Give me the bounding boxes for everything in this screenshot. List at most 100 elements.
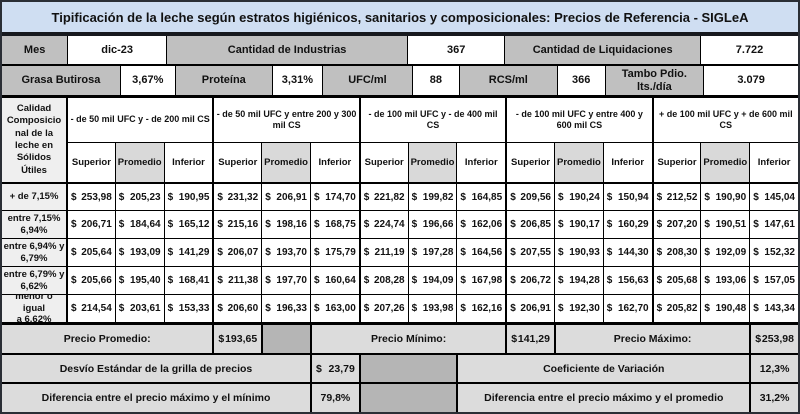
column-group-header: - de 50 mil UFC y entre 200 y 300 mil CS xyxy=(212,98,358,142)
amount-text: 157,05 xyxy=(764,275,795,286)
amount-text: 206,72 xyxy=(520,275,551,286)
currency-sign: $ xyxy=(363,219,370,230)
currency-sign: $ xyxy=(606,247,613,258)
summary-label: Diferencia entre el precio máximo y el m… xyxy=(2,384,310,412)
spacer-cell xyxy=(358,354,457,383)
info-label: Cantidad de Liquidaciones xyxy=(504,36,701,64)
amount-text: 164,85 xyxy=(471,191,503,203)
info-value: 3,31% xyxy=(271,66,322,95)
amount-text: 196,33 xyxy=(276,303,307,314)
currency-sign: $ xyxy=(411,219,418,230)
price-cell: $206,60 xyxy=(212,294,262,322)
summary-row: Diferencia entre el precio máximo y el m… xyxy=(2,384,798,412)
amount-text: 193,70 xyxy=(276,247,307,258)
price-cell: $224,74 xyxy=(358,210,408,238)
price-cell: $221,82 xyxy=(358,182,408,210)
currency-sign: $ xyxy=(118,219,125,230)
price-cell: $162,16 xyxy=(456,294,506,322)
price-cell: $193,70 xyxy=(261,238,310,266)
price-cell: $164,85 xyxy=(456,182,506,210)
price-cell: $175,79 xyxy=(309,238,359,266)
price-cell: $205,64 xyxy=(66,238,115,266)
info-value: dic-23 xyxy=(67,36,166,64)
price-cell: $167,98 xyxy=(456,266,506,294)
amount-text: 195,40 xyxy=(130,275,161,286)
amount-text: 206,60 xyxy=(227,303,259,314)
info-row-month: Mes dic-23 Cantidad de Industrias 367 Cantid… xyxy=(2,36,798,66)
amount-text: 208,28 xyxy=(374,275,405,286)
price-cell: $197,70 xyxy=(261,266,310,294)
currency-sign: $ xyxy=(656,303,663,314)
amount-text: 209,56 xyxy=(520,191,551,203)
price-cell: $231,32 xyxy=(212,182,262,210)
currency-sign: $ xyxy=(167,247,174,258)
summary-label: Precio Promedio: xyxy=(2,325,213,353)
currency-sign: $ xyxy=(313,247,320,258)
amount-text: 153,33 xyxy=(178,303,210,314)
price-cell: $147,61 xyxy=(749,210,798,238)
amount-text: 221,82 xyxy=(374,191,405,203)
matrix-corner-header: Calidad Composicional de la leche en Sól… xyxy=(2,98,66,182)
amount-text: 160,29 xyxy=(618,219,649,230)
amount-text: 190,48 xyxy=(715,303,747,314)
price-cell: $197,28 xyxy=(407,238,457,266)
currency-sign: $ xyxy=(755,332,762,345)
price-cell: $211,19 xyxy=(358,238,408,266)
currency-sign: $ xyxy=(218,332,225,345)
currency-sign: $ xyxy=(167,191,174,203)
currency-sign: $ xyxy=(71,275,77,286)
summary-value: $253,98 xyxy=(749,325,798,353)
price-cell: $150,94 xyxy=(602,182,652,210)
subheader-promedio: Promedio xyxy=(553,142,603,182)
currency-sign: $ xyxy=(411,191,418,203)
price-cell: $215,16 xyxy=(212,210,262,238)
currency-sign: $ xyxy=(606,219,613,230)
spacer-cell xyxy=(261,325,310,353)
currency-sign: $ xyxy=(167,303,174,314)
amount-text: 152,32 xyxy=(764,247,795,258)
summary-value: 31,2% xyxy=(749,384,798,412)
currency-sign: $ xyxy=(704,219,710,230)
price-cell: $165,12 xyxy=(163,210,213,238)
currency-sign: $ xyxy=(510,247,516,258)
price-cell: $160,29 xyxy=(602,210,652,238)
row-label: + de 7,15% xyxy=(2,182,66,210)
currency-sign: $ xyxy=(313,275,320,286)
amount-text: 207,20 xyxy=(666,219,698,230)
price-cell: $190,24 xyxy=(553,182,603,210)
amount-text: 190,90 xyxy=(715,191,747,203)
amount-text: 253,98 xyxy=(761,332,794,345)
price-cell: $211,38 xyxy=(212,266,262,294)
amount-text: 205,23 xyxy=(130,191,161,203)
currency-sign: $ xyxy=(217,191,223,203)
price-cell: $152,32 xyxy=(749,238,798,266)
price-cell: $206,72 xyxy=(505,266,554,294)
price-cell: $206,91 xyxy=(505,294,554,322)
amount-text: 193,65 xyxy=(225,332,258,345)
subheader-superior: Superior xyxy=(212,142,262,182)
amount-text: 206,85 xyxy=(520,219,551,230)
currency-sign: $ xyxy=(460,191,466,203)
currency-sign: $ xyxy=(704,303,710,314)
currency-sign: $ xyxy=(265,275,271,286)
price-cell: $190,48 xyxy=(700,294,750,322)
currency-sign: $ xyxy=(313,219,320,230)
column-group-header: + de 100 mil UFC y + de 600 mil CS xyxy=(651,98,798,142)
amount-text: 205,66 xyxy=(81,275,112,286)
price-cell: $160,64 xyxy=(309,266,359,294)
currency-sign: $ xyxy=(217,303,223,314)
currency-sign: $ xyxy=(363,191,370,203)
amount-text: 253,98 xyxy=(81,191,112,203)
row-label: menor o igual a 6,62% xyxy=(2,291,66,325)
amount-text: 163,00 xyxy=(325,303,356,314)
amount-text: 156,63 xyxy=(618,275,649,286)
amount-text: 160,64 xyxy=(325,275,356,286)
subheader-inferior: Inferior xyxy=(163,142,213,182)
summary-value: 79,8% xyxy=(310,384,359,412)
price-cell: $205,23 xyxy=(114,182,164,210)
currency-sign: $ xyxy=(460,275,466,286)
subheader-superior: Superior xyxy=(358,142,408,182)
info-label: Grasa Butirosa xyxy=(2,66,120,95)
info-label: Cantidad de Industrias xyxy=(165,36,408,64)
amount-text: 208,30 xyxy=(666,247,698,258)
